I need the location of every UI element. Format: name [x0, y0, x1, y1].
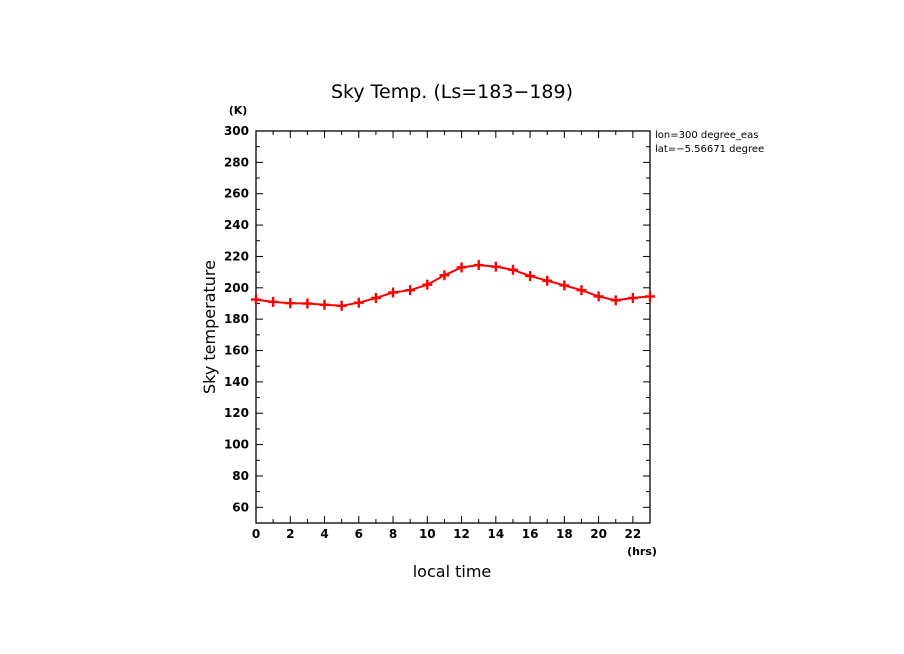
data-point-marker — [645, 291, 655, 302]
data-point-marker — [388, 287, 399, 298]
data-point-marker — [251, 294, 261, 305]
y-tick-label: 180 — [224, 312, 249, 326]
data-point-marker — [405, 285, 416, 296]
x-tick-label: 18 — [556, 527, 573, 541]
data-point-marker — [268, 296, 279, 307]
x-unit-label: (hrs) — [627, 545, 657, 558]
y-tick-label: 80 — [232, 469, 249, 483]
y-tick-label: 200 — [224, 281, 249, 295]
data-series — [251, 260, 655, 311]
series-line — [255, 264, 651, 307]
data-point-marker — [439, 270, 450, 281]
y-axis-label: Sky temperature — [200, 260, 219, 394]
y-tick-label: 120 — [224, 406, 249, 420]
data-point-marker — [302, 298, 313, 309]
x-tick-label: 14 — [487, 527, 504, 541]
chart-title: Sky Temp. (Ls=183−189) — [331, 81, 573, 103]
x-tick-label: 8 — [389, 527, 397, 541]
y-unit-label: (K) — [229, 104, 248, 117]
data-point-marker — [336, 300, 347, 311]
data-point-marker — [610, 295, 621, 306]
data-point-marker — [490, 261, 501, 272]
data-point-marker — [285, 298, 296, 309]
x-tick-label: 22 — [625, 527, 642, 541]
data-point-marker — [593, 291, 604, 302]
data-point-marker — [370, 292, 381, 303]
x-tick-label: 2 — [286, 527, 294, 541]
y-tick-label: 60 — [232, 500, 249, 514]
x-tick-label: 20 — [590, 527, 607, 541]
axis-ticks: 0 2 4 6 8 10 12 14 16 18 20 22 60 80 100 120 140 160 180 20… — [224, 124, 651, 541]
data-point-marker — [627, 292, 638, 303]
y-tick-label: 280 — [224, 155, 249, 169]
y-tick-label: 300 — [224, 124, 249, 138]
data-point-marker — [507, 264, 518, 275]
data-point-marker — [319, 299, 330, 310]
annotation-lat: lat=−5.56671 degree — [655, 144, 764, 155]
x-tick-label: 10 — [419, 527, 436, 541]
y-tick-label: 160 — [224, 344, 249, 358]
data-point-marker — [576, 285, 587, 296]
y-tick-label: 140 — [224, 375, 249, 389]
plot-frame — [255, 130, 651, 524]
x-tick-label: 12 — [453, 527, 470, 541]
data-point-marker — [559, 280, 570, 291]
y-tick-label: 220 — [224, 249, 249, 263]
y-tick-label: 100 — [224, 438, 249, 452]
x-tick-label: 16 — [522, 527, 539, 541]
data-point-marker — [542, 275, 553, 286]
x-tick-label: 4 — [320, 527, 328, 541]
data-point-marker — [456, 262, 467, 273]
y-tick-label: 240 — [224, 218, 249, 232]
x-tick-label: 6 — [355, 527, 363, 541]
data-point-marker — [353, 297, 364, 308]
y-tick-label: 260 — [224, 187, 249, 201]
x-tick-label: 0 — [252, 527, 260, 541]
data-point-marker — [422, 279, 433, 290]
annotation-lon: lon=300 degree_eas — [655, 130, 758, 141]
data-point-marker — [525, 271, 536, 282]
x-axis-label: local time — [413, 562, 492, 581]
data-point-marker — [473, 260, 484, 271]
